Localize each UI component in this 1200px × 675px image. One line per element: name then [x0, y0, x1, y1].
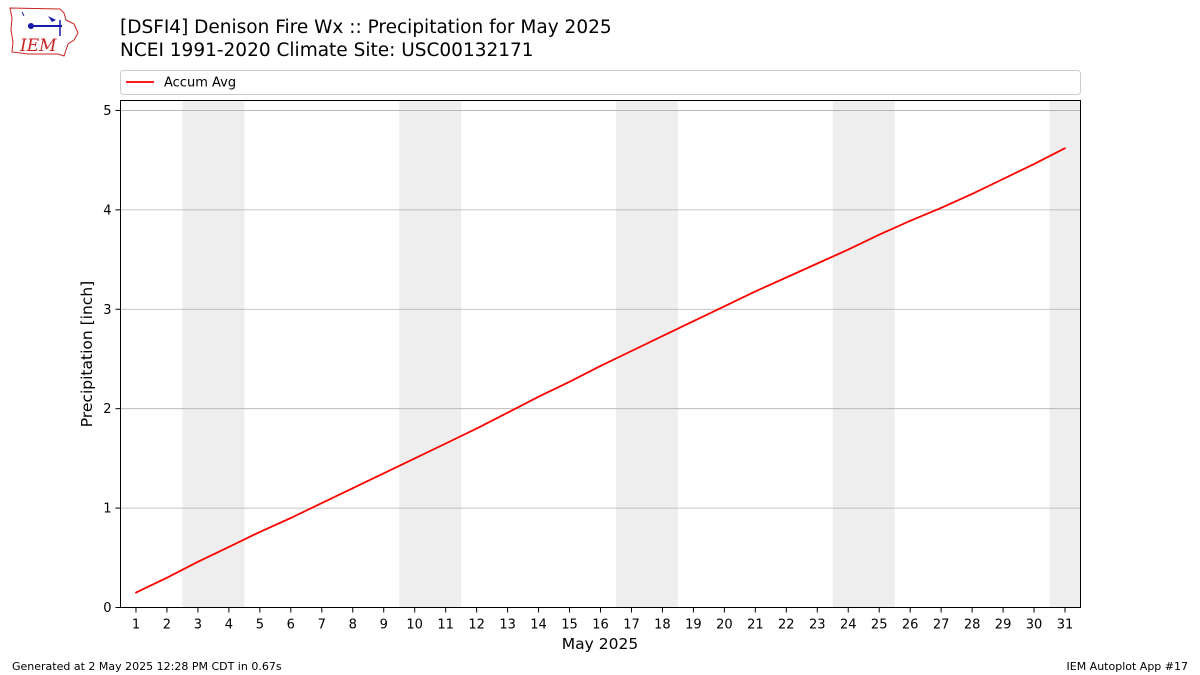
data-point-day-5 — [258, 531, 261, 533]
weekend-band-4 — [832, 100, 895, 608]
weekend-band-5 — [1049, 100, 1081, 608]
y-tick-label-5: 5 — [103, 104, 111, 119]
data-point-day-3 — [197, 560, 199, 563]
x-tick-label-11: 11 — [437, 618, 454, 633]
logo-text: IEM — [19, 36, 57, 56]
x-tick-label-1: 1 — [132, 618, 140, 633]
x-tick-label-21: 21 — [747, 618, 764, 633]
x-tick-label-27: 27 — [933, 618, 950, 633]
x-tick-label-29: 29 — [995, 618, 1012, 633]
x-tick-label-26: 26 — [902, 618, 919, 633]
y-tick-label-1: 1 — [103, 502, 111, 517]
y-axis: 0 1 2 3 4 5 — [103, 104, 121, 616]
x-tick-label-16: 16 — [592, 618, 609, 633]
data-point-day-6 — [289, 517, 292, 519]
x-tick-label-6: 6 — [287, 618, 295, 633]
x-tick-label-18: 18 — [654, 618, 671, 633]
x-tick-label-8: 8 — [349, 618, 357, 633]
data-point-day-2 — [166, 576, 168, 579]
data-point-day-18 — [661, 335, 664, 338]
series-layer — [135, 147, 1066, 594]
chart-subtitle: NCEI 1991-2020 Climate Site: USC00132171 — [120, 40, 534, 61]
x-tick-label-3: 3 — [194, 618, 202, 633]
x-tick-label-23: 23 — [809, 618, 826, 633]
data-point-day-7 — [320, 502, 323, 505]
x-tick-label-20: 20 — [716, 618, 733, 633]
series-line-accum-avg — [135, 147, 1066, 594]
data-point-day-21 — [754, 290, 757, 293]
data-point-day-30 — [1033, 163, 1035, 166]
weekend-band-1 — [182, 100, 245, 608]
data-point-day-22 — [785, 276, 788, 279]
data-point-day-13 — [506, 411, 509, 414]
data-point-day-9 — [382, 472, 385, 475]
x-tick-label-14: 14 — [530, 618, 547, 633]
x-tick-label-10: 10 — [406, 618, 423, 633]
data-point-day-10 — [413, 457, 416, 460]
data-point-day-26 — [909, 219, 912, 222]
x-tick-label-28: 28 — [964, 618, 981, 633]
data-point-day-17 — [630, 350, 633, 352]
x-tick-label-7: 7 — [318, 618, 326, 633]
legend-box — [120, 70, 1081, 95]
x-tick-label-13: 13 — [499, 618, 516, 633]
data-point-day-12 — [475, 427, 478, 430]
y-tick-label-0: 0 — [103, 601, 111, 616]
data-point-day-11 — [444, 442, 447, 445]
x-tick-label-9: 9 — [380, 618, 388, 633]
data-point-day-19 — [692, 320, 695, 323]
x-tick-label-17: 17 — [623, 618, 640, 633]
x-tick-label-24: 24 — [840, 618, 857, 633]
data-point-day-24 — [847, 248, 850, 251]
data-point-day-14 — [537, 395, 540, 398]
x-tick-label-2: 2 — [163, 618, 171, 633]
x-tick-label-4: 4 — [225, 618, 233, 633]
y-tick-label-2: 2 — [103, 402, 111, 417]
iem-logo-icon: IEM — [9, 7, 79, 57]
x-tick-label-15: 15 — [561, 618, 578, 633]
x-tick-label-19: 19 — [685, 618, 702, 633]
data-point-day-23 — [816, 262, 819, 265]
x-tick-label-30: 30 — [1026, 618, 1043, 633]
data-point-day-27 — [940, 206, 943, 209]
x-tick-label-5: 5 — [256, 618, 264, 633]
y-axis-label: Precipitation [inch] — [78, 281, 96, 427]
x-axis: 1 2 3 4 5 6 7 8 9 10 11 12 13 14 15 16 17 18 19 20 21 22 23 24 2… — [132, 607, 1074, 633]
weekend-band-2 — [399, 100, 462, 608]
data-point-day-8 — [351, 487, 354, 490]
data-point-day-25 — [878, 233, 881, 236]
x-tick-label-31: 31 — [1057, 618, 1074, 633]
x-tick-label-25: 25 — [871, 618, 888, 633]
x-tick-label-22: 22 — [778, 618, 795, 633]
data-point-day-20 — [723, 305, 726, 308]
y-tick-label-3: 3 — [103, 303, 111, 318]
x-axis-label: May 2025 — [562, 635, 638, 653]
chart-title: [DSFI4] Denison Fire Wx :: Precipitation… — [120, 17, 612, 38]
plot-frame — [120, 100, 1081, 608]
footer-generated: Generated at 2 May 2025 12:28 PM CDT in … — [12, 660, 282, 673]
grid-lines — [120, 110, 1081, 509]
data-point-day-15 — [568, 380, 571, 383]
footer-app-id: IEM Autoplot App #17 — [1066, 660, 1189, 673]
weekend-shading — [182, 100, 1081, 608]
data-point-day-4 — [227, 545, 230, 548]
data-point-day-16 — [599, 365, 602, 367]
legend: Accum Avg — [120, 70, 1081, 95]
data-point-day-29 — [1002, 178, 1004, 180]
y-tick-label-4: 4 — [103, 203, 111, 218]
data-point-day-1 — [135, 591, 137, 594]
legend-label-accum-avg: Accum Avg — [164, 76, 236, 91]
x-tick-label-12: 12 — [468, 618, 485, 633]
data-point-day-28 — [971, 193, 974, 195]
data-point-day-31 — [1064, 147, 1066, 150]
